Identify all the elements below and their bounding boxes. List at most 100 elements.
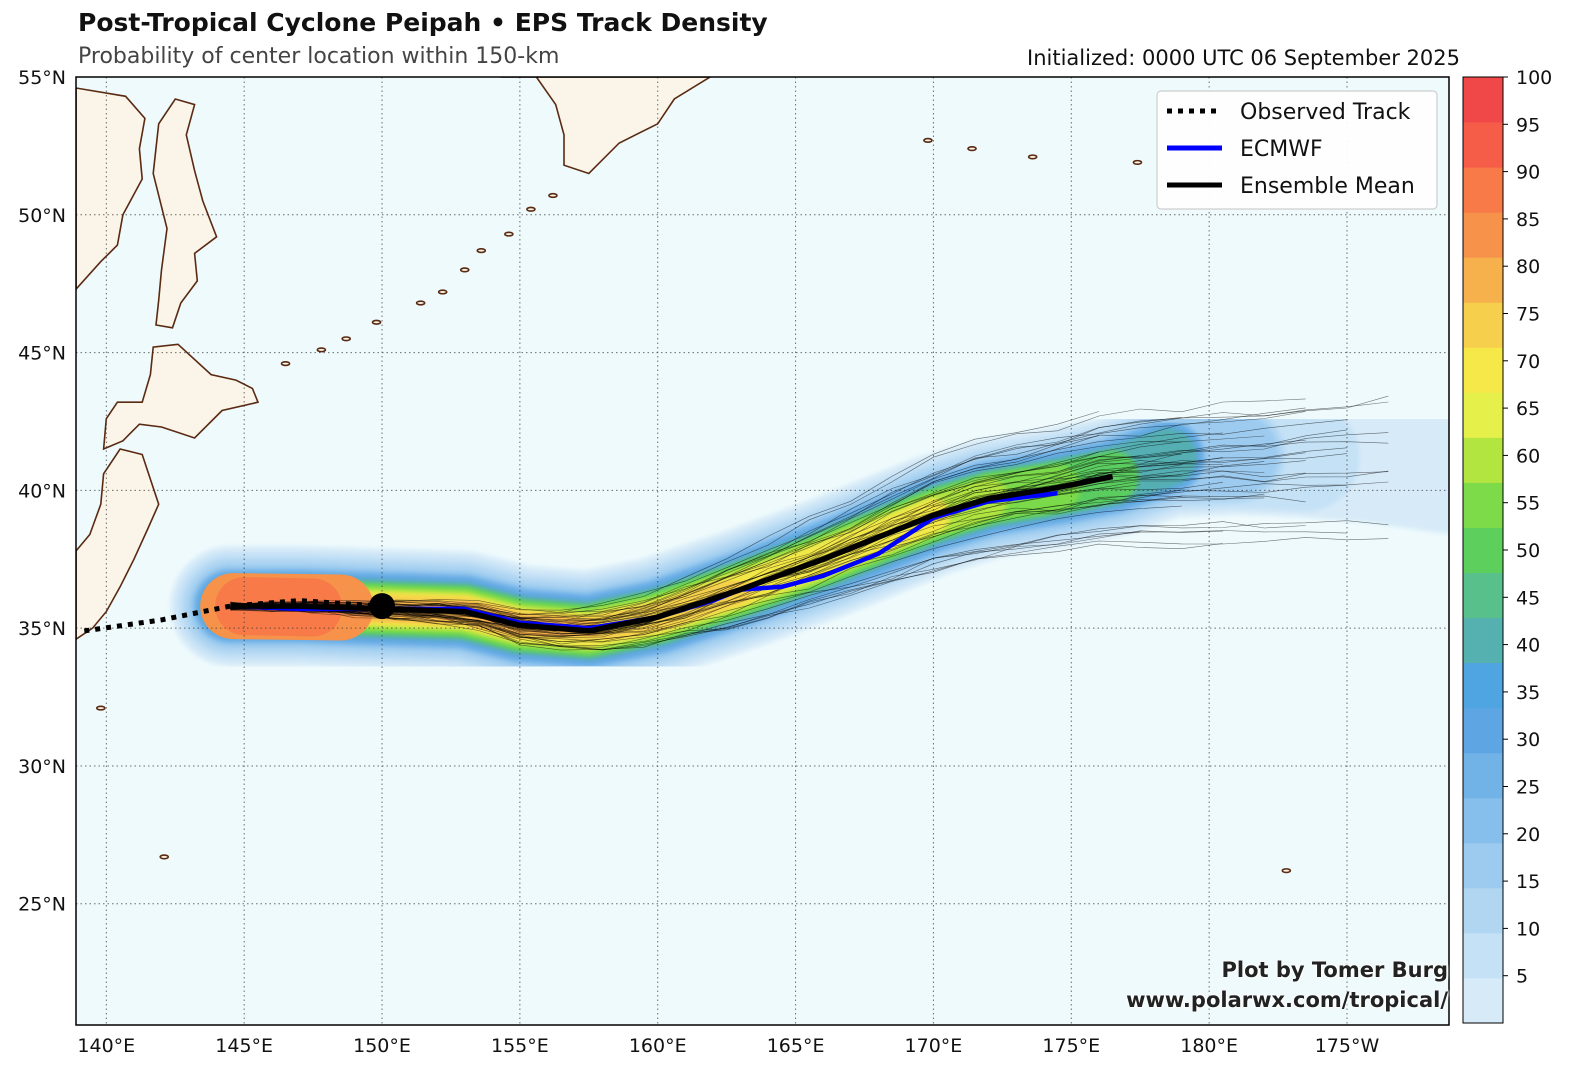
island bbox=[437, 289, 448, 295]
legend: Observed Track ECMWF Ensemble Mean bbox=[1156, 90, 1438, 210]
longitude-tick-label: 140°E bbox=[77, 1035, 135, 1057]
ensemble-mean-track bbox=[230, 473, 1114, 634]
colorbar-tick-label: 50 bbox=[1516, 540, 1540, 562]
legend-box bbox=[1156, 90, 1438, 210]
colorbar-tick-label: 40 bbox=[1516, 635, 1540, 657]
colorbar-band bbox=[1463, 707, 1503, 754]
colorbar-tick-label: 85 bbox=[1516, 209, 1540, 231]
latitude-tick-label: 40°N bbox=[18, 480, 66, 502]
colorbar-tick-label: 70 bbox=[1516, 351, 1540, 373]
colorbar-band bbox=[1463, 662, 1503, 709]
legend-label: Observed Track bbox=[1240, 100, 1411, 125]
initialization-time: Initialized: 0000 UTC 06 September 2025 bbox=[1027, 46, 1460, 70]
colorbar-band bbox=[1463, 302, 1503, 348]
island bbox=[341, 336, 351, 342]
island bbox=[415, 300, 426, 306]
colorbar-tick-label: 95 bbox=[1516, 114, 1540, 136]
colorbar-band bbox=[1463, 167, 1503, 213]
colorbar-band bbox=[1463, 572, 1503, 619]
map-title: Post-Tropical Cyclone Peipah • EPS Track… bbox=[78, 8, 768, 37]
colorbar-tick-label: 90 bbox=[1516, 162, 1540, 184]
colorbar-band bbox=[1463, 482, 1503, 528]
colorbar-band bbox=[1463, 392, 1503, 438]
colorbar-tick-label: 65 bbox=[1516, 398, 1540, 420]
island bbox=[967, 146, 977, 152]
colorbar-tick-label: 15 bbox=[1516, 871, 1540, 893]
island bbox=[316, 347, 327, 353]
map-frame bbox=[75, 76, 1450, 1026]
latitude-tick-label: 45°N bbox=[18, 343, 66, 365]
island bbox=[1281, 868, 1292, 874]
colorbar-band bbox=[1463, 212, 1503, 258]
observed-track bbox=[83, 598, 383, 634]
island bbox=[1132, 159, 1143, 166]
longitude-tick-label: 160°E bbox=[629, 1035, 687, 1057]
colorbar-band bbox=[1463, 797, 1503, 844]
colorbar-tick-label: 45 bbox=[1516, 587, 1540, 609]
island bbox=[476, 248, 487, 254]
latitude-tick-label: 50°N bbox=[18, 205, 66, 227]
island bbox=[548, 192, 558, 199]
island bbox=[371, 319, 382, 325]
colorbar-tick-label: 30 bbox=[1516, 729, 1540, 751]
current-position-marker bbox=[369, 593, 396, 620]
legend-label: ECMWF bbox=[1240, 137, 1323, 162]
latitude-tick-label: 55°N bbox=[18, 67, 66, 89]
sakhalin-landmass bbox=[152, 98, 218, 329]
colorbar-band bbox=[1463, 77, 1503, 123]
asia-mainland-landmass bbox=[76, 87, 146, 291]
colorbar: 5 10 15 20 25 30 35 40 45 50 55 60 65 70 75 80 85 90 95 100 bbox=[1462, 67, 1552, 1024]
colorbar-band bbox=[1463, 527, 1503, 574]
gridlines bbox=[76, 77, 1449, 1025]
longitude-tick-label: 170°E bbox=[905, 1035, 963, 1057]
colorbar-band bbox=[1463, 437, 1503, 483]
island bbox=[96, 705, 106, 711]
legend-label: Ensemble Mean bbox=[1240, 174, 1415, 199]
hokkaido-landmass bbox=[102, 343, 260, 451]
colorbar-tick-label: 5 bbox=[1516, 966, 1528, 988]
axis-labels: 140°E 145°E 150°E 155°E 160°E 165°E 170°E 175°E… bbox=[18, 67, 1379, 1057]
island bbox=[526, 206, 536, 212]
colorbar-tick-label: 100 bbox=[1516, 67, 1552, 89]
land-layer bbox=[76, 77, 1292, 874]
longitude-tick-label: 155°E bbox=[491, 1035, 549, 1057]
island bbox=[159, 854, 170, 860]
latitude-tick-label: 35°N bbox=[18, 618, 66, 640]
colorbar-tick-label: 80 bbox=[1516, 256, 1540, 278]
ensemble-member-track bbox=[230, 530, 1223, 651]
colorbar-tick-label: 60 bbox=[1516, 445, 1540, 467]
colorbar-band bbox=[1463, 887, 1503, 934]
colorbar-band bbox=[1463, 932, 1503, 979]
island bbox=[504, 231, 514, 237]
longitude-tick-label: 175°E bbox=[1042, 1035, 1100, 1057]
colorbar-tick-label: 75 bbox=[1516, 304, 1540, 326]
map-subtitle: Probability of center location within 15… bbox=[78, 44, 560, 69]
longitude-tick-label: 165°E bbox=[767, 1035, 825, 1057]
credit-url: www.polarwx.com/tropical/ bbox=[1126, 988, 1448, 1012]
colorbar-tick-label: 35 bbox=[1516, 682, 1540, 704]
longitude-tick-label: 175°W bbox=[1315, 1035, 1380, 1057]
latitude-tick-label: 25°N bbox=[18, 894, 66, 916]
ensemble-member-track bbox=[230, 452, 1306, 630]
island bbox=[280, 361, 291, 367]
colorbar-band bbox=[1463, 977, 1503, 1024]
longitude-tick-label: 145°E bbox=[215, 1035, 273, 1057]
colorbar-band bbox=[1463, 617, 1503, 664]
colorbar-tick-label: 20 bbox=[1516, 824, 1540, 846]
longitude-tick-label: 180°E bbox=[1180, 1035, 1238, 1057]
colorbar-tick-label: 25 bbox=[1516, 777, 1540, 799]
colorbar-band bbox=[1463, 347, 1503, 393]
ensemble-member-track bbox=[230, 407, 1306, 616]
ensemble-member-track bbox=[230, 537, 1389, 647]
colorbar-tick-label: 55 bbox=[1516, 493, 1540, 515]
latitude-tick-label: 30°N bbox=[18, 756, 66, 778]
colorbar-band bbox=[1463, 257, 1503, 303]
colorbar-tick-label: 10 bbox=[1516, 918, 1540, 940]
forecast-tracks bbox=[83, 473, 1114, 634]
island bbox=[923, 137, 933, 143]
island bbox=[1027, 154, 1038, 160]
honshu-landmass bbox=[76, 448, 160, 641]
island bbox=[459, 267, 470, 273]
colorbar-band bbox=[1463, 752, 1503, 799]
